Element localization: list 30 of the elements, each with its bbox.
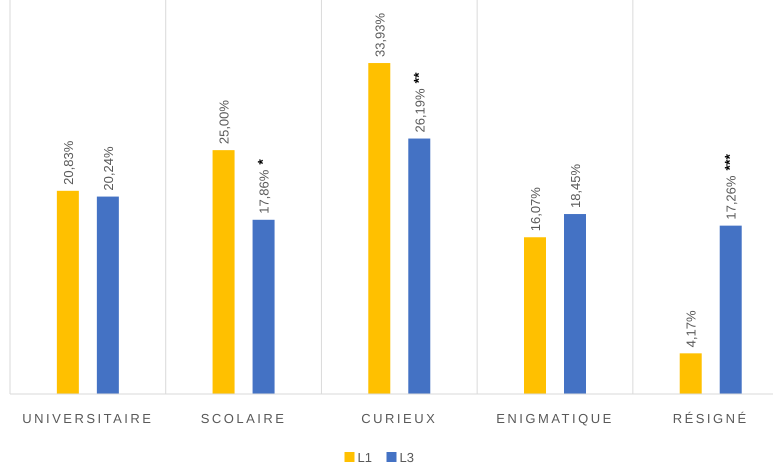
data-label: 20,24% (100, 146, 116, 191)
data-label: 18,45% (568, 164, 583, 208)
bar (252, 220, 275, 394)
annotation: *** (722, 154, 738, 170)
annotation: ** (410, 72, 426, 84)
data-label: 26,19% (412, 88, 428, 133)
bar (368, 63, 390, 394)
bar (96, 196, 119, 394)
x-tick-label: RÉSIGNÉ (672, 411, 749, 426)
bar (408, 138, 430, 394)
x-tick-label: UNIVERSITAIRE (22, 411, 154, 426)
data-label: 20,83% (60, 140, 76, 185)
bar (212, 150, 235, 394)
annotation: * (254, 158, 271, 165)
x-tick-label: ENIGMATIQUE (496, 411, 614, 426)
legend-label: L1 (358, 450, 372, 465)
legend-label: L3 (400, 450, 414, 465)
data-label: 4,17% (684, 310, 699, 348)
bar (56, 190, 79, 394)
bar (720, 226, 742, 394)
bar (524, 237, 546, 394)
data-label: 17,26% (724, 175, 739, 220)
data-label: 33,93% (372, 12, 388, 58)
x-tick-label: CURIEUX (361, 411, 438, 426)
data-label: 16,07% (528, 186, 543, 232)
x-tick-label: SCOLAIRE (200, 411, 286, 426)
data-label: 17,86% (256, 169, 272, 214)
bar (680, 353, 702, 394)
bar (564, 214, 586, 394)
data-label: 25,00% (216, 100, 232, 144)
